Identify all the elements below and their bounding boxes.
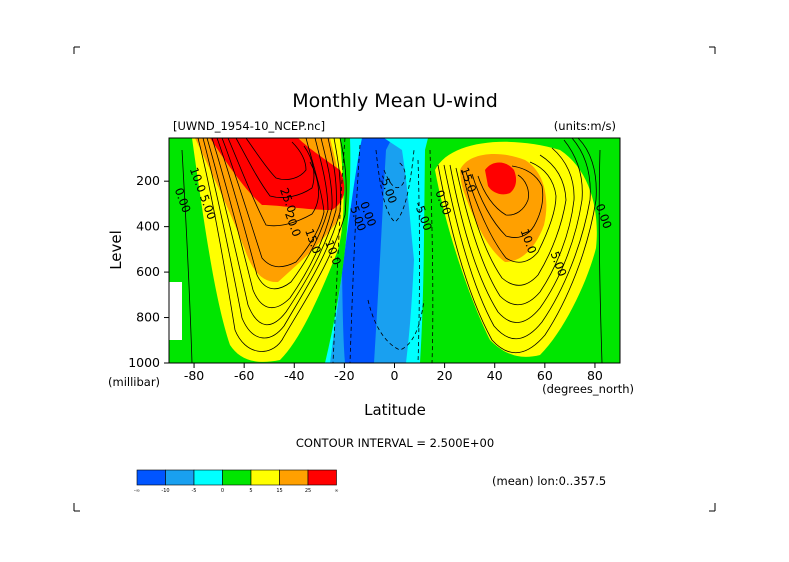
x-axis: -80 -60 -40 -20 0 20 40 60 80	[184, 363, 603, 383]
x-tick-label: -40	[284, 368, 304, 383]
y-tick-label: 1000	[128, 355, 160, 370]
x-axis-label: Latitude	[364, 401, 426, 419]
colorbar-swatch	[279, 469, 309, 486]
colorbar-tick-label: ∞	[334, 488, 338, 494]
colorbar-tick-label: 25	[305, 488, 311, 494]
chart-title: Monthly Mean U-wind	[292, 90, 498, 112]
contour-interval-label: CONTOUR INTERVAL = 2.500E+00	[296, 436, 494, 450]
colorbar-swatch	[250, 469, 280, 486]
contour-lines	[181, 138, 603, 363]
y-axis-label: Level	[107, 230, 125, 270]
colorbar: -∞ -10 -5 0 5 15 25 ∞	[134, 469, 339, 494]
missing-data-patch-left	[169, 282, 182, 340]
plot-area	[169, 138, 620, 363]
y-tick-label: 200	[136, 173, 160, 188]
source-label: [UWND_1954-10_NCEP.nc]	[173, 119, 325, 133]
colorbar-swatch	[136, 469, 166, 486]
colorbar-swatch	[222, 469, 252, 486]
x-tick-label: -60	[234, 368, 254, 383]
colorbar-tick-label: -10	[161, 488, 169, 494]
colorbar-swatch	[307, 469, 337, 486]
y-tick-label: 400	[136, 219, 160, 234]
colorbar-tick-label: -∞	[134, 488, 140, 494]
y-tick-label: 600	[136, 264, 160, 279]
fill-band-above-25	[210, 138, 517, 210]
colorbar-tick-label: -5	[192, 488, 197, 494]
y-tick-label: 800	[136, 310, 160, 325]
y-axis: 200 400 600 800 1000	[128, 173, 169, 370]
x-tick-label: -80	[184, 368, 204, 383]
mean-label: (mean) lon:0..357.5	[492, 474, 606, 488]
colorbar-swatch	[193, 469, 223, 486]
x-tick-label: 20	[437, 368, 453, 383]
x-tick-label: 0	[391, 368, 399, 383]
colorbar-tick-label: 5	[249, 488, 252, 494]
crop-mark-bottom-right	[709, 503, 716, 512]
x-tick-label: 80	[587, 368, 603, 383]
y-units-label: (millibar)	[108, 375, 160, 389]
units-label: (units:m/s)	[554, 119, 616, 133]
x-tick-label: 40	[487, 368, 503, 383]
crop-mark-bottom-left	[73, 503, 80, 512]
colorbar-swatch	[165, 469, 195, 486]
crop-mark-top-right	[709, 46, 716, 54]
x-units-label: (degrees_north)	[542, 382, 634, 396]
crop-mark-top-left	[73, 46, 80, 54]
colorbar-tick-label: 15	[276, 488, 282, 494]
x-tick-label: -20	[334, 368, 354, 383]
x-tick-label: 60	[537, 368, 553, 383]
contour-lines-negative	[332, 138, 434, 363]
colorbar-tick-label: 0	[221, 488, 224, 494]
